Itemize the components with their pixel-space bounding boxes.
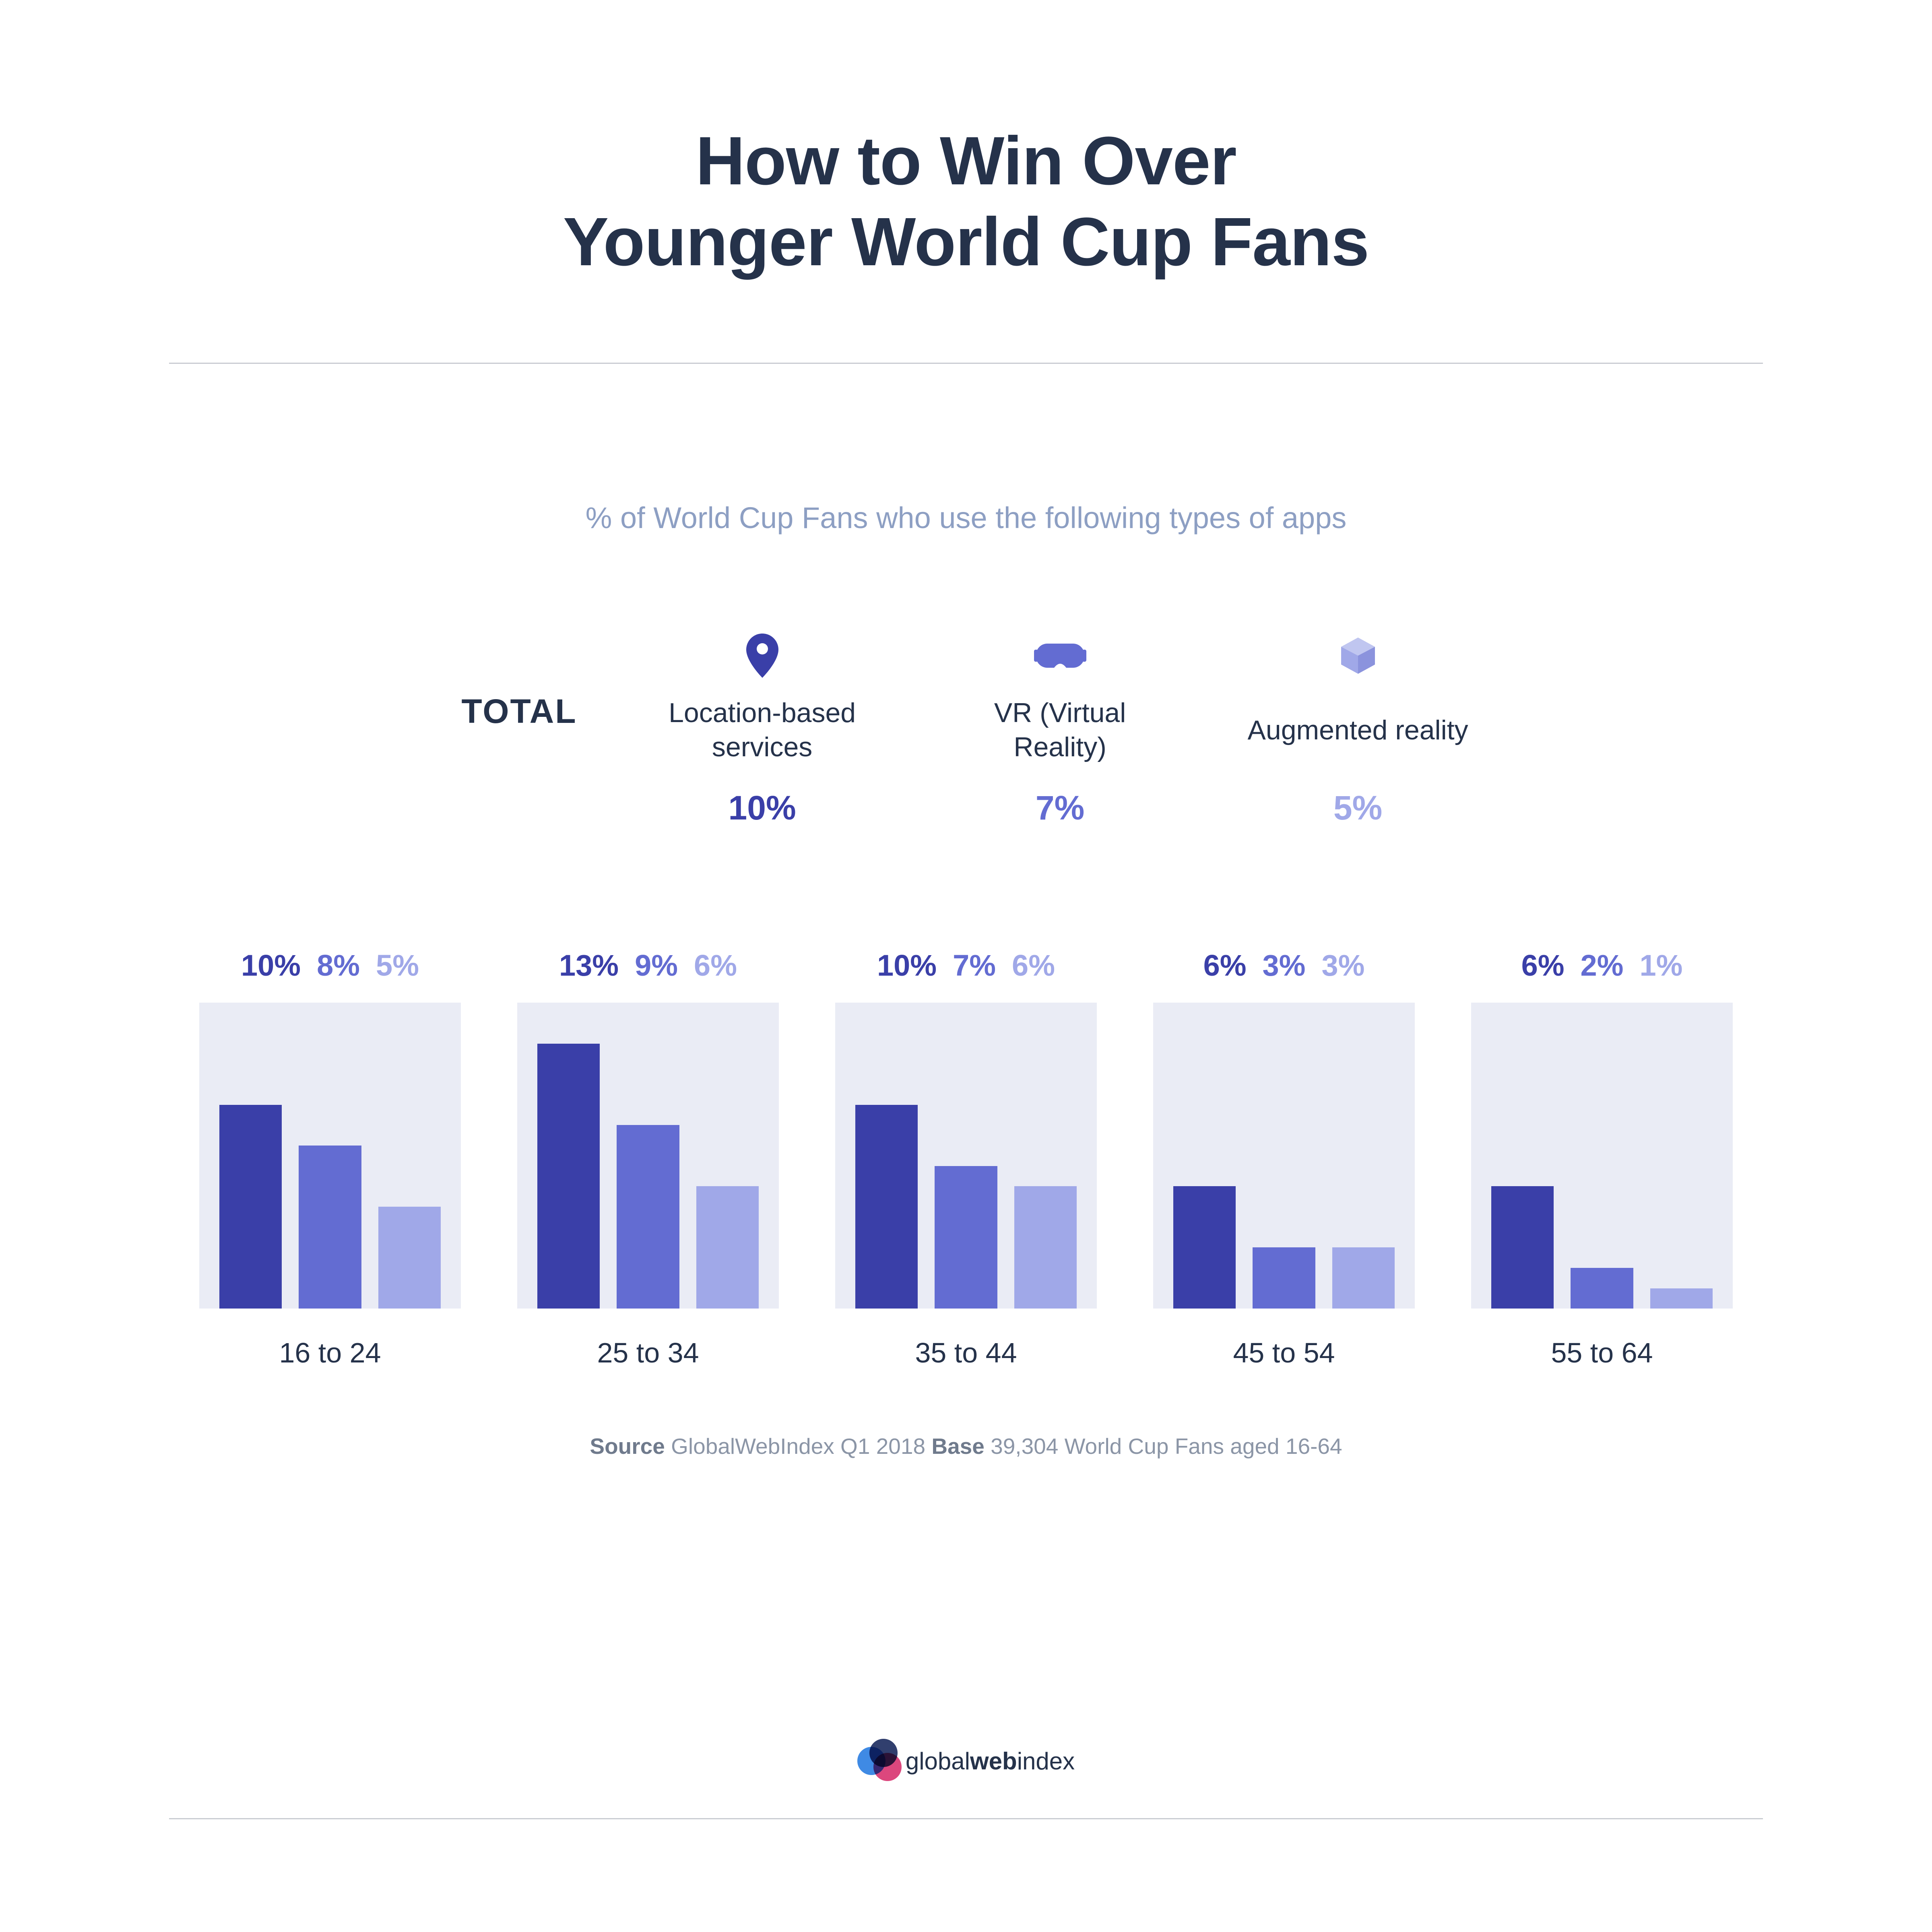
group-value-labels: 6% 3% 3% (1153, 948, 1415, 983)
bar-value: 2% (1581, 948, 1624, 983)
bar-location (219, 1105, 282, 1309)
source-line: Source GlobalWebIndex Q1 2018 Base 39,30… (169, 1433, 1763, 1459)
title-line-1: How to Win Over (696, 123, 1236, 199)
age-label: 25 to 34 (517, 1337, 779, 1369)
legend-label: Location-based services (650, 696, 875, 764)
bar-area (1153, 1003, 1415, 1309)
bar-area (199, 1003, 461, 1309)
chart-subtitle: % of World Cup Fans who use the followin… (169, 501, 1763, 535)
bar-ar (1650, 1288, 1713, 1309)
legend-label: Augmented reality (1245, 696, 1471, 764)
base-label: Base (931, 1434, 984, 1459)
page-title: How to Win Over Younger World Cup Fans (169, 121, 1763, 282)
logo-word: index (1017, 1748, 1075, 1775)
group-value-labels: 10% 8% 5% (199, 948, 461, 983)
cube-icon (1245, 632, 1471, 680)
bar-location (855, 1105, 918, 1309)
infographic-page: How to Win Over Younger World Cup Fans %… (0, 0, 1932, 1932)
age-group-35-44: 10% 7% 6% 35 to 44 (835, 948, 1097, 1369)
bar-value: 6% (1203, 948, 1247, 983)
logo-mark-icon (857, 1739, 902, 1783)
bar-location (1173, 1186, 1236, 1309)
bar-vr (1253, 1247, 1315, 1309)
bar-value: 3% (1263, 948, 1306, 983)
age-label: 35 to 44 (835, 1337, 1097, 1369)
title-line-2: Younger World Cup Fans (563, 204, 1369, 280)
group-value-labels: 6% 2% 1% (1471, 948, 1733, 983)
logo-word: global (906, 1748, 970, 1775)
bar-value: 8% (317, 948, 360, 983)
vr-icon (947, 632, 1173, 680)
logo-text: globalwebindex (906, 1747, 1075, 1775)
brand-logo: globalwebindex (169, 1739, 1763, 1783)
pin-icon (650, 632, 875, 680)
age-label: 16 to 24 (199, 1337, 461, 1369)
bar-vr (299, 1146, 361, 1309)
bar-value: 6% (1012, 948, 1055, 983)
bar-value: 9% (635, 948, 678, 983)
bar-area (1471, 1003, 1733, 1309)
bar-ar (696, 1186, 759, 1309)
logo-word: web (970, 1748, 1017, 1775)
bar-vr (1571, 1268, 1633, 1309)
bar-area (517, 1003, 779, 1309)
bar-value: 10% (241, 948, 301, 983)
bar-value: 1% (1639, 948, 1682, 983)
footer: globalwebindex (169, 1818, 1763, 1819)
age-group-16-24: 10% 8% 5% 16 to 24 (199, 948, 461, 1369)
bar-value: 10% (877, 948, 937, 983)
bar-ar (1014, 1186, 1077, 1309)
bar-value: 5% (376, 948, 419, 983)
bar-ar (378, 1207, 441, 1309)
divider-top (169, 363, 1763, 364)
bar-location (537, 1044, 600, 1309)
legend-total-label: TOTAL (461, 632, 577, 731)
bar-vr (935, 1166, 997, 1309)
legend-value: 7% (947, 788, 1173, 828)
legend-item-ar: Augmented reality 5% (1245, 632, 1471, 828)
age-group-55-64: 6% 2% 1% 55 to 64 (1471, 948, 1733, 1369)
source-value: GlobalWebIndex Q1 2018 (671, 1434, 925, 1459)
bar-chart-row: 10% 8% 5% 16 to 24 13% 9% 6% 25 to (169, 948, 1763, 1369)
divider-bottom (169, 1818, 1763, 1819)
source-label: Source (590, 1434, 665, 1459)
bar-ar (1332, 1247, 1395, 1309)
bar-value: 7% (953, 948, 996, 983)
age-group-45-54: 6% 3% 3% 45 to 54 (1153, 948, 1415, 1369)
bar-location (1491, 1186, 1554, 1309)
bar-vr (617, 1125, 679, 1309)
base-value: 39,304 World Cup Fans aged 16-64 (991, 1434, 1342, 1459)
age-group-25-34: 13% 9% 6% 25 to 34 (517, 948, 779, 1369)
legend-label: VR (Virtual Reality) (947, 696, 1173, 764)
legend-item-location: Location-based services 10% (650, 632, 875, 828)
group-value-labels: 10% 7% 6% (835, 948, 1097, 983)
legend-value: 5% (1245, 788, 1471, 828)
legend-value: 10% (650, 788, 875, 828)
legend-item-vr: VR (Virtual Reality) 7% (947, 632, 1173, 828)
legend-row: TOTAL Location-based services 10% V (169, 632, 1763, 828)
bar-value: 13% (559, 948, 619, 983)
bar-value: 3% (1321, 948, 1364, 983)
bar-value: 6% (1521, 948, 1565, 983)
age-label: 45 to 54 (1153, 1337, 1415, 1369)
group-value-labels: 13% 9% 6% (517, 948, 779, 983)
bar-area (835, 1003, 1097, 1309)
bar-value: 6% (694, 948, 737, 983)
age-label: 55 to 64 (1471, 1337, 1733, 1369)
